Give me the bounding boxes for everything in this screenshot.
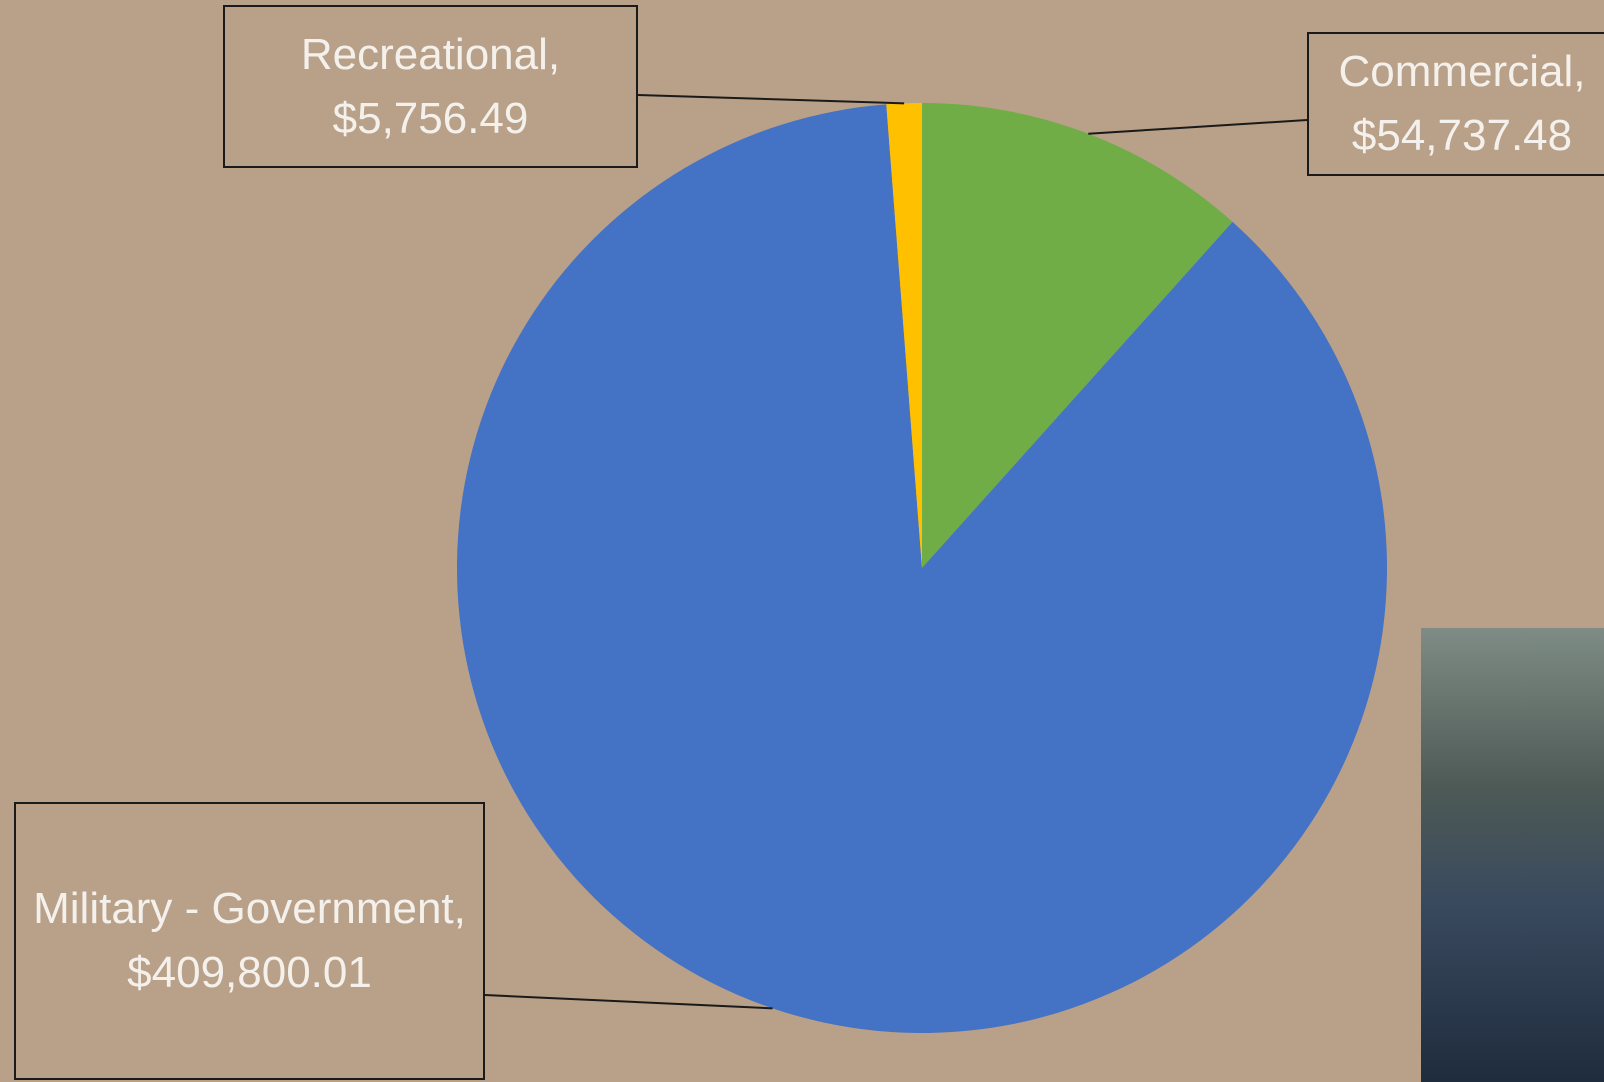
slide: Commercial, $54,737.48 Military - Governm… (0, 0, 1604, 1082)
leader-line (485, 995, 773, 1008)
data-label: Military - Government, $409,800.01 (14, 802, 485, 1080)
data-label: Recreational, $5,756.49 (223, 5, 638, 168)
pie (457, 95, 1387, 1033)
leader-line (638, 95, 904, 103)
data-label: Commercial, $54,737.48 (1307, 32, 1604, 176)
leader-line (1088, 120, 1307, 134)
photo (1421, 628, 1604, 1082)
